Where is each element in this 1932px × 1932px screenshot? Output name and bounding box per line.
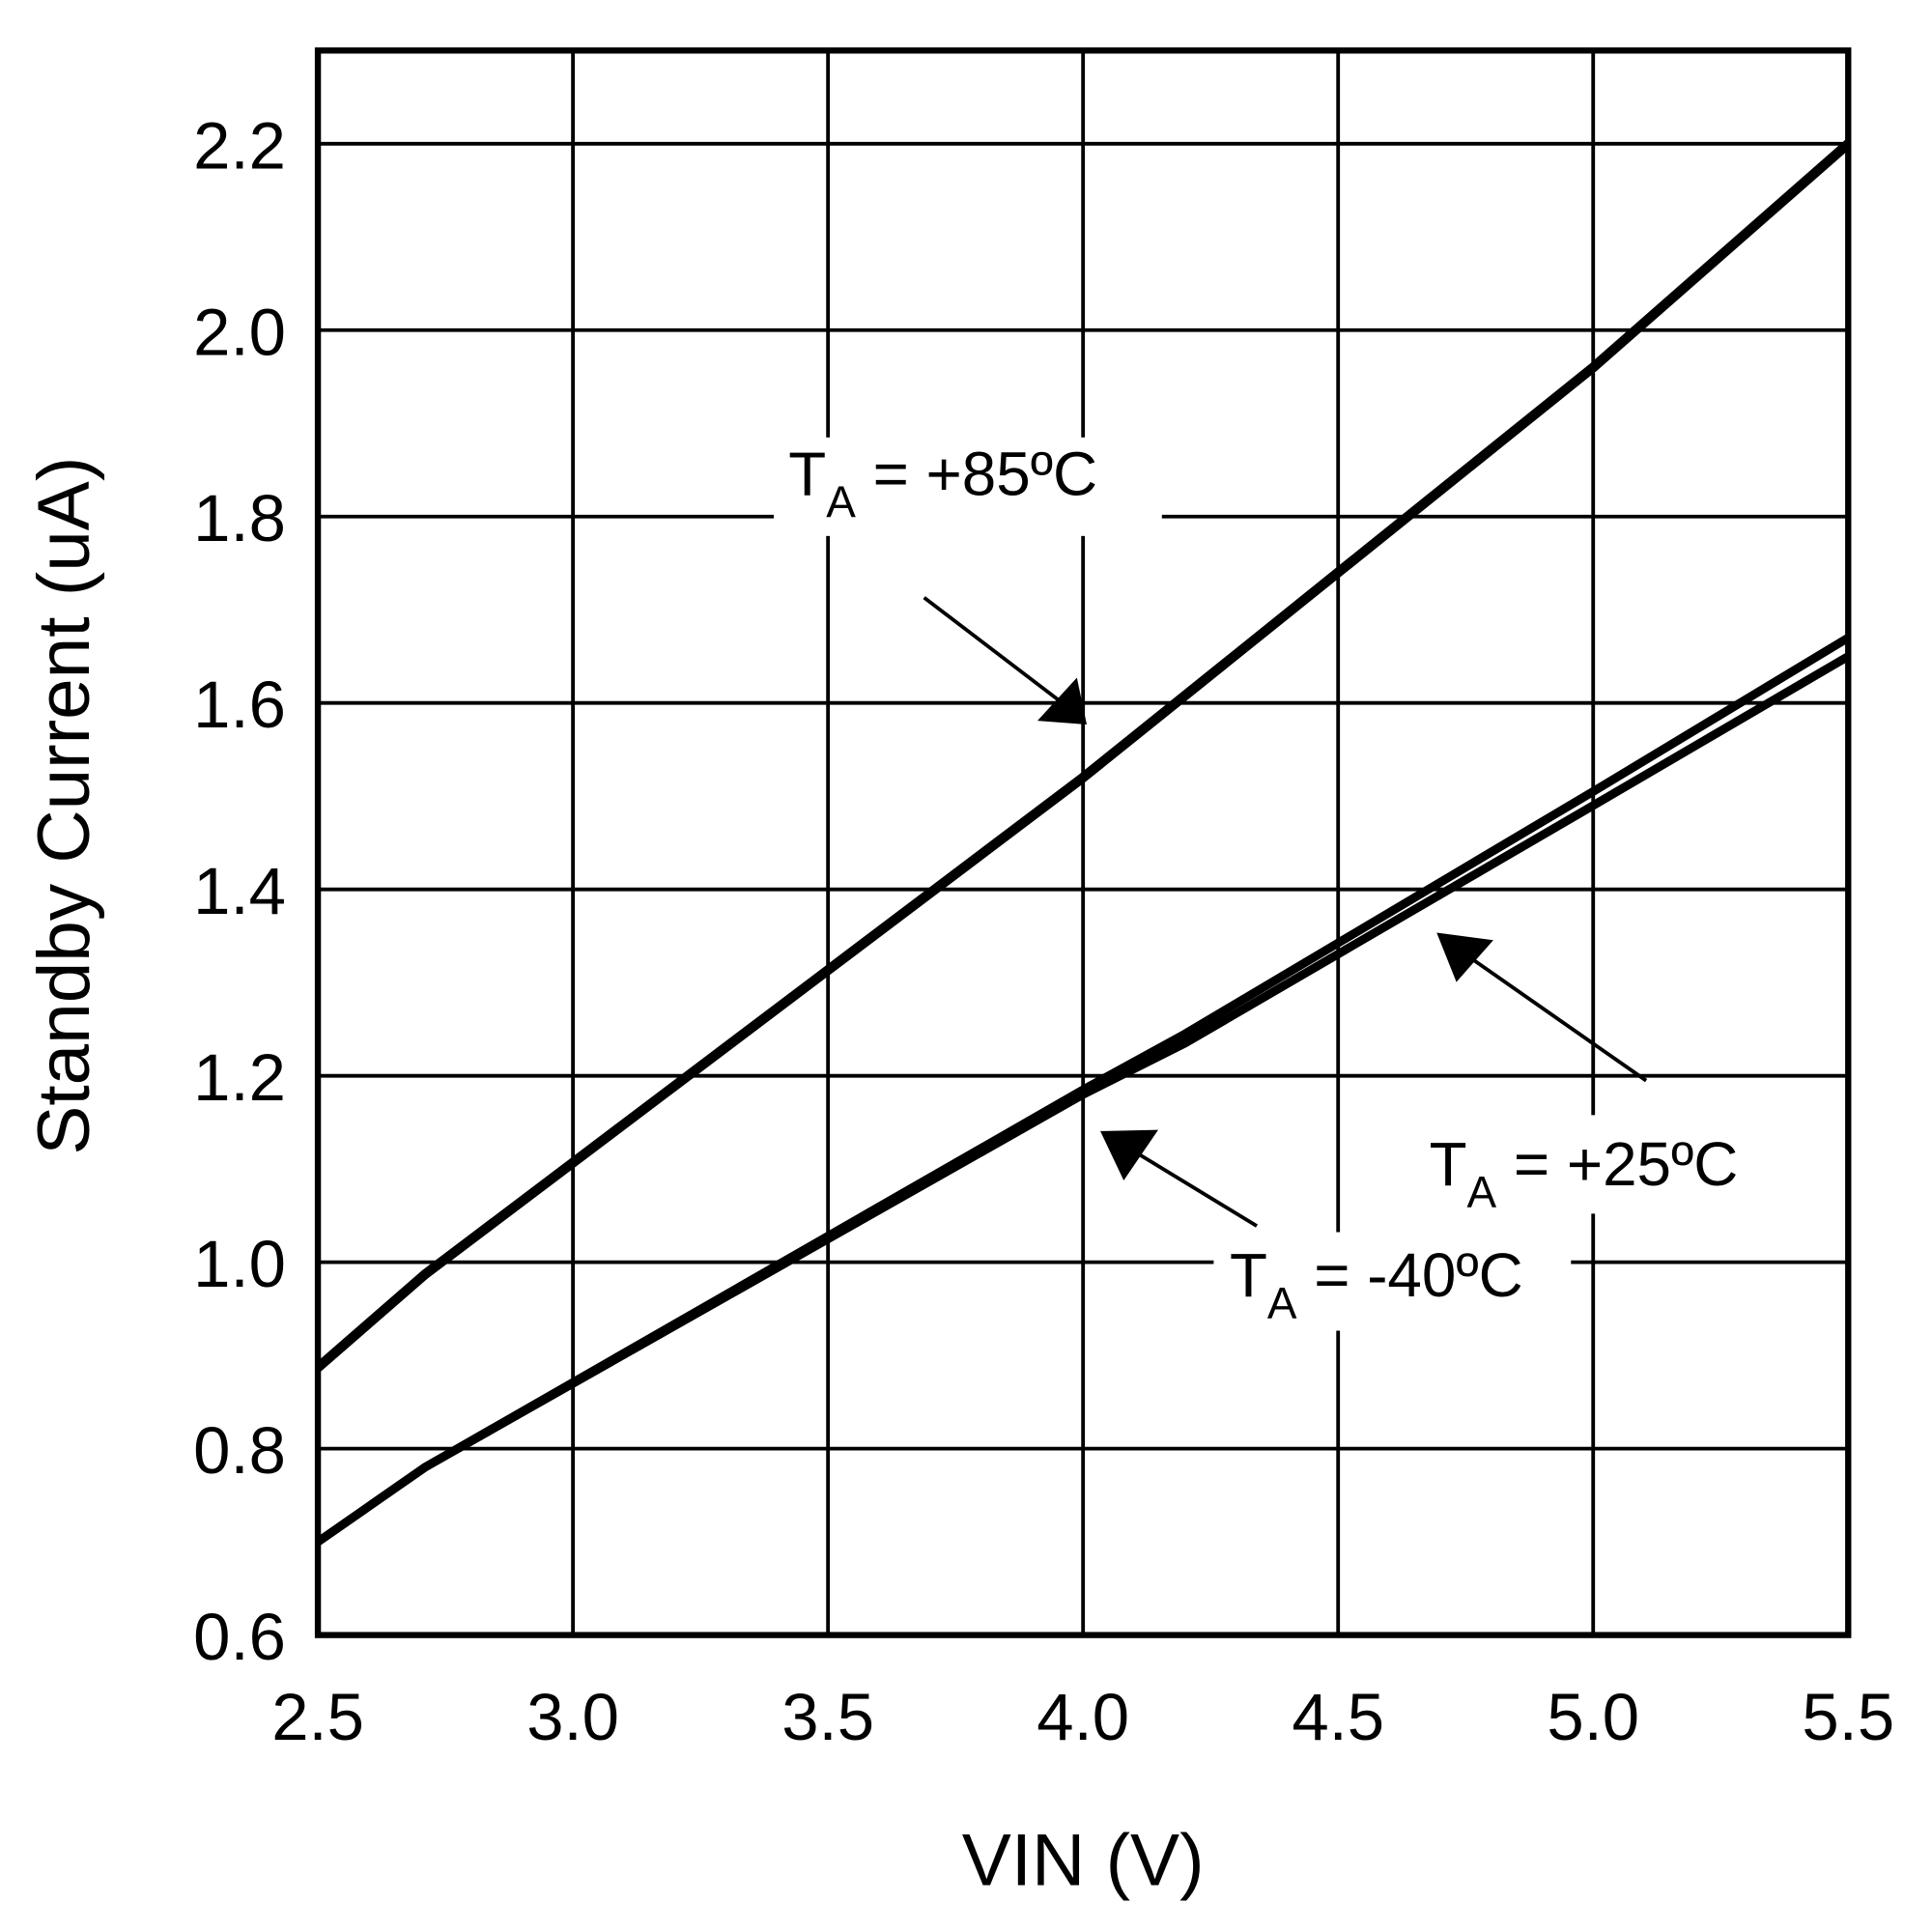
x-tick-label: 4.5 <box>1292 1680 1384 1754</box>
x-tick-label: 3.5 <box>781 1680 874 1754</box>
y-axis-label: Standby Current (uA) <box>23 457 105 1155</box>
plot-frame <box>314 47 1852 1638</box>
x-axis-label: VIN (V) <box>962 1820 1205 1902</box>
x-tick-label: 2.5 <box>271 1680 364 1754</box>
y-tick-label: 1.0 <box>193 1227 286 1301</box>
arrow-85c <box>923 596 1076 714</box>
x-tick-label: 4.0 <box>1037 1680 1129 1754</box>
y-tick-label: 2.0 <box>193 295 286 369</box>
arrowhead-85c <box>1037 677 1087 724</box>
arrow-25c <box>1453 945 1648 1083</box>
y-tick-label: 1.2 <box>193 1040 286 1115</box>
series-lines <box>314 139 1852 1546</box>
arrowhead-25c <box>1436 932 1493 982</box>
x-tick-label: 5.0 <box>1547 1680 1639 1754</box>
tick-labels: 2.5 3.0 3.5 4.0 4.5 5.0 5.5 0.6 0.8 1.0 1.2 1.4 1.6 1… <box>193 108 1894 1754</box>
series-line-0 <box>314 139 1852 1372</box>
arrowhead-minus40c <box>1100 1129 1158 1180</box>
y-tick-label: 0.8 <box>193 1413 286 1488</box>
x-tick-label: 5.5 <box>1802 1680 1894 1754</box>
x-tick-label: 3.0 <box>526 1680 619 1754</box>
y-tick-label: 0.6 <box>193 1600 286 1674</box>
y-tick-label: 1.6 <box>193 668 286 742</box>
y-tick-label: 1.4 <box>193 854 286 928</box>
y-tick-label: 2.2 <box>193 108 286 183</box>
annotation-25c: TA = +25ºC <box>1430 1129 1739 1217</box>
annotation-minus40c: TA = -40ºC <box>1230 1240 1523 1328</box>
annotation-85c: TA = +85ºC <box>788 440 1097 527</box>
y-tick-label: 1.8 <box>193 481 286 555</box>
series-line-2 <box>315 652 1851 1546</box>
